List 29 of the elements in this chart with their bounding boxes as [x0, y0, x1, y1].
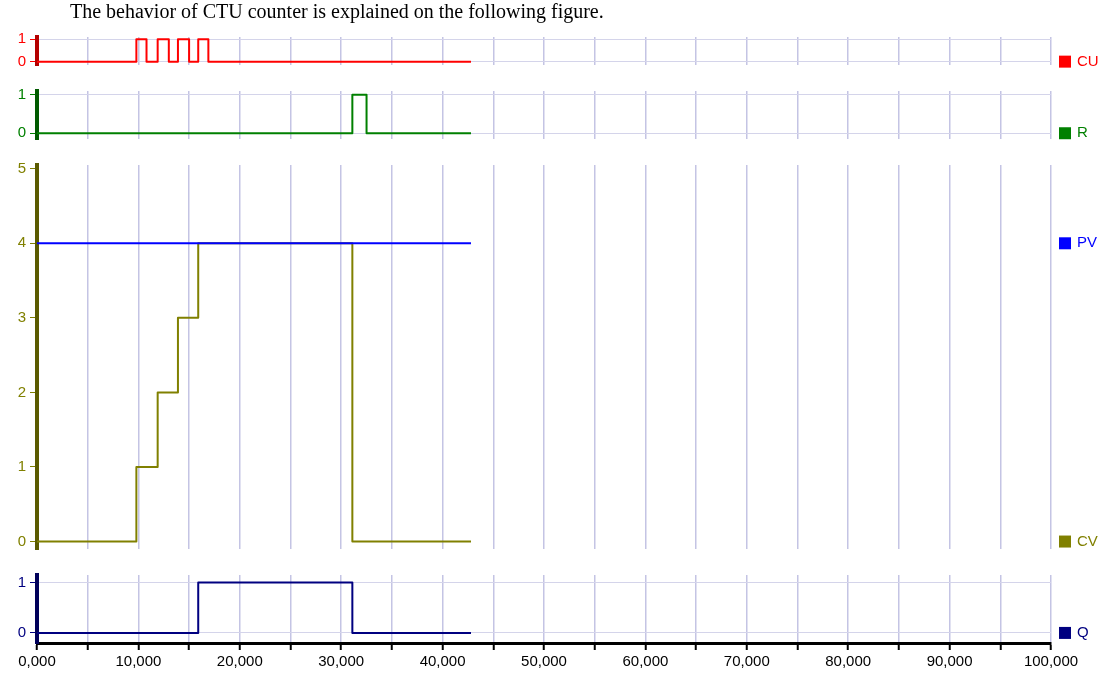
y-tick-label: 1 — [17, 29, 26, 47]
y-tick-label: 5 — [17, 158, 26, 176]
x-tick-label: 50,000 — [521, 652, 567, 670]
legend-label: R — [1077, 123, 1088, 141]
y-tick-label: 3 — [17, 307, 26, 325]
legend-label: CU — [1077, 51, 1099, 69]
y-tick-label: 2 — [17, 382, 26, 400]
x-tick-label: 80,000 — [825, 652, 872, 670]
y-tick-label: 0 — [17, 623, 26, 641]
x-tick-label: 0,000 — [18, 652, 56, 670]
y-tick-label: 1 — [17, 84, 26, 102]
x-tick-label: 20,000 — [216, 652, 263, 670]
legend-label: PV — [1077, 233, 1098, 251]
y-tick-label: 4 — [17, 233, 26, 251]
x-tick-label: 70,000 — [723, 652, 770, 670]
x-tick-label: 10,000 — [115, 652, 162, 670]
y-tick-label: 1 — [17, 457, 26, 475]
legend-label: Q — [1077, 623, 1089, 641]
x-tick-label: 60,000 — [622, 652, 669, 670]
y-tick-label: 0 — [17, 531, 26, 549]
legend-label: CV — [1077, 531, 1098, 549]
x-tick-label: 40,000 — [419, 652, 466, 670]
x-tick-label: 90,000 — [926, 652, 973, 670]
y-tick-label: 0 — [17, 51, 26, 69]
y-tick-label: 0 — [17, 123, 26, 141]
chart-title: The behavior of CTU counter is explained on the following figure. — [70, 0, 604, 23]
y-tick-label: 1 — [17, 572, 26, 590]
x-tick-label: 30,000 — [318, 652, 365, 670]
x-tick-label: 100,000 — [1023, 652, 1079, 670]
